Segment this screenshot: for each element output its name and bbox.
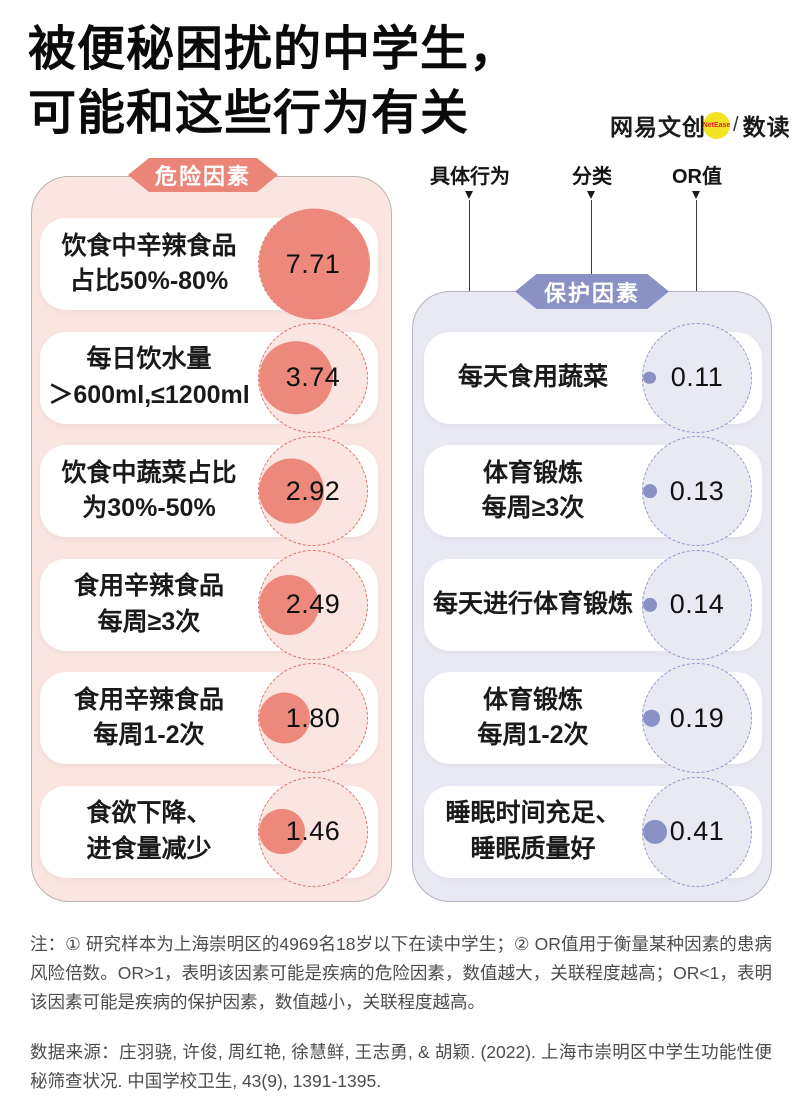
or-bubble [643,819,668,844]
reference-circle: 2.92 [258,436,368,546]
or-bubble [643,371,656,384]
or-bubble [259,458,324,524]
logo-divider: / [733,113,739,136]
pointer-line [696,200,697,332]
or-value: 0.11 [670,362,724,392]
or-bubble [259,574,319,635]
or-bubble [643,709,660,727]
or-value: 0.41 [669,816,725,846]
pointer-line [591,200,592,276]
reference-circle: 0.41 [642,776,752,887]
or-value: 1.46 [285,816,341,846]
netease-logo-icon: NetEase [702,111,731,139]
or-value: 2.92 [285,475,341,506]
protect-card: 每天食用蔬菜 0.11 [424,322,762,433]
or-bubble [259,340,333,415]
or-value: 0.13 [669,475,725,506]
arrow-down-icon [587,191,595,199]
protect-card: 体育锻炼 每周≥3次 0.13 [424,436,762,546]
legend-behavior-label: 具体行为 [430,166,510,188]
risk-behavior-label: 食用辛辣食品 每周≥3次 [73,572,224,636]
pointer-line [469,200,470,332]
reference-circle: 0.14 [642,549,752,660]
risk-behavior-label: 食欲下降、 进食量减少 [86,799,212,863]
risk-behavior-label: 每日饮水量 ＞600ml,≤1200ml [48,345,250,409]
methodology-note: 注：① 研究样本为上海崇明区的4969名18岁以下在读中学生；② OR值用于衡量… [30,934,772,1012]
or-value: 0.14 [669,589,725,619]
logo-brand-text: 网易文创 [610,114,706,140]
reference-circle: 0.11 [642,322,752,433]
risk-card: 饮食中辛辣食品 占比50%-80% 7.71 [40,208,378,320]
risk-card: 食用辛辣食品 每周≥3次 2.49 [40,549,378,660]
or-value: 3.74 [285,362,341,392]
or-value: 7.71 [285,248,341,279]
legend-or-label: OR值 [672,166,722,188]
protect-behavior-label: 每天食用蔬菜 [457,362,608,391]
arrow-down-icon [465,191,473,199]
protect-card: 每天进行体育锻炼 0.14 [424,549,762,660]
or-bubble [643,484,657,498]
risk-card: 食欲下降、 进食量减少 1.46 [40,776,378,887]
protect-card: 体育锻炼 每周1-2次 0.19 [424,663,762,773]
arrow-down-icon [692,191,700,199]
protect-behavior-label: 睡眠时间充足、 睡眠质量好 [445,799,621,863]
protect-behavior-label: 体育锻炼 每周≥3次 [481,458,585,523]
reference-circle: 1.80 [258,663,368,773]
protect-behavior-label: 体育锻炼 每周1-2次 [477,685,589,750]
reference-circle: 7.71 [258,208,370,320]
protect-card: 睡眠时间充足、 睡眠质量好 0.41 [424,776,762,887]
protect-behavior-label: 每天进行体育锻炼 [432,589,633,618]
risk-card: 食用辛辣食品 每周1-2次 1.80 [40,663,378,773]
reference-circle: 3.74 [258,322,368,433]
reference-circle: 0.19 [642,663,752,773]
risk-card: 每日饮水量 ＞600ml,≤1200ml 3.74 [40,322,378,433]
page-title: 被便秘困扰的中学生， 可能和这些行为有关 [28,23,519,140]
risk-factors-badge: 危险因素 [128,158,278,192]
or-bubble [259,692,310,744]
or-value: 2.49 [285,589,341,619]
or-value: 0.19 [669,702,725,733]
data-source: 数据来源：庄羽骁, 许俊, 周红艳, 徐慧鲜, 王志勇, & 胡颖. (2022… [30,1042,772,1091]
risk-behavior-label: 饮食中辛辣食品 占比50%-80% [61,231,237,296]
or-bubble [643,597,658,612]
or-value: 1.80 [285,702,341,733]
legend-category-label: 分类 [572,166,612,188]
reference-circle: 2.49 [258,549,368,660]
risk-card: 饮食中蔬菜占比 为30%-50% 2.92 [40,436,378,546]
or-bubble [259,808,305,855]
reference-circle: 0.13 [642,436,752,546]
or-bubble [259,208,370,320]
protective-factors-badge: 保护因素 [515,274,669,309]
risk-behavior-label: 食用辛辣食品 每周1-2次 [73,685,224,750]
logo-product-text: 数读 [742,114,791,140]
reference-circle: 1.46 [258,776,368,887]
risk-behavior-label: 饮食中蔬菜占比 为30%-50% [61,458,237,523]
publisher-logo: 网易文创 NetEase / 数读 [610,102,791,148]
netease-label: NetEase [702,121,731,129]
